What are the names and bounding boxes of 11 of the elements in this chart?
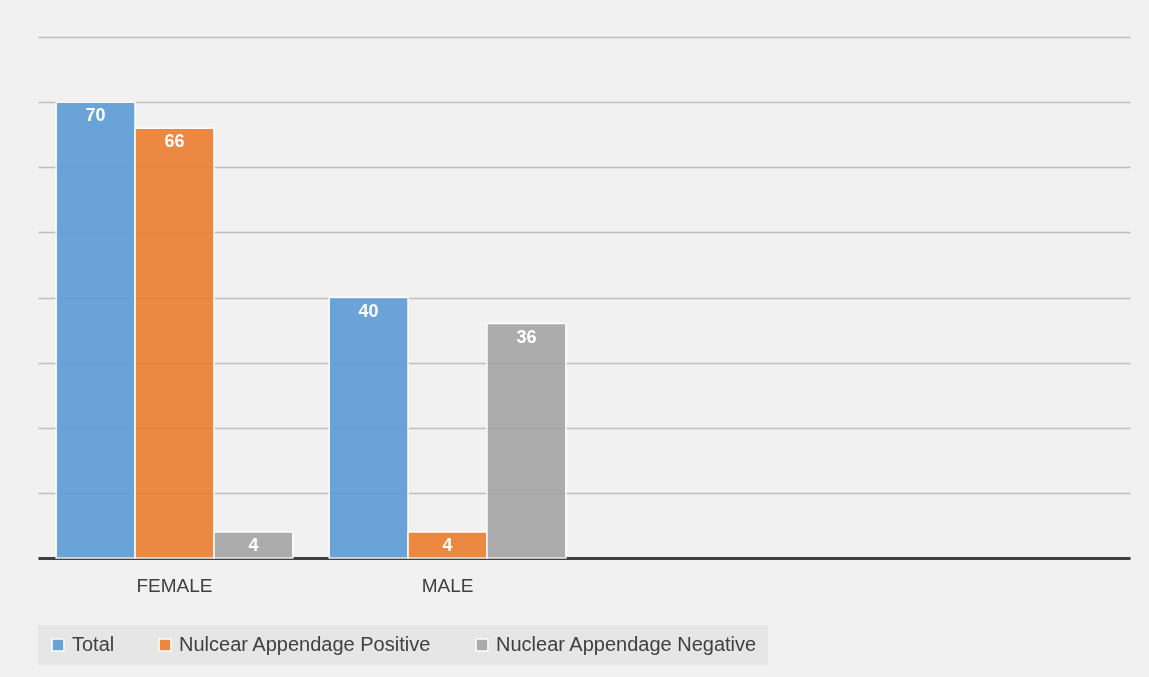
x-tick-label: FEMALE <box>136 574 213 596</box>
data-label: 4 <box>248 534 259 555</box>
data-label: 66 <box>164 131 185 152</box>
data-label: 4 <box>442 534 453 555</box>
legend-label: Nulcear Appendage Positive <box>179 633 431 655</box>
x-tick-label: MALE <box>421 574 474 596</box>
legend-label: Nuclear Appendage Negative <box>496 633 757 655</box>
data-label: 70 <box>85 105 106 126</box>
legend-label: Total <box>72 633 115 655</box>
data-label: 40 <box>358 300 379 321</box>
data-label: 36 <box>516 326 537 347</box>
